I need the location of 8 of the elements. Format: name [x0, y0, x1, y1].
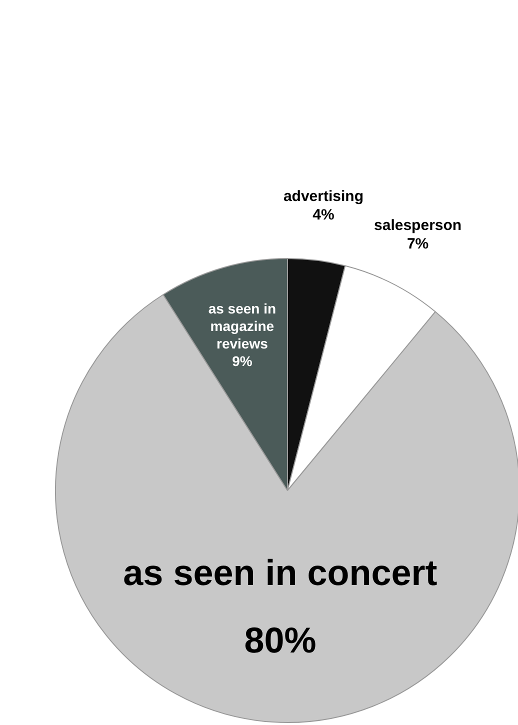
- data-label: 7%: [406, 236, 429, 253]
- slice-label: as seen in magazine reviews: [208, 300, 276, 352]
- data-label: 80%: [244, 620, 316, 661]
- slice-label: advertising: [283, 188, 364, 205]
- slice-label: salesperson: [374, 216, 462, 234]
- data-label: 4%: [312, 206, 334, 224]
- data-label: 9%: [232, 352, 253, 369]
- slice-label: as seen in concert: [123, 552, 438, 594]
